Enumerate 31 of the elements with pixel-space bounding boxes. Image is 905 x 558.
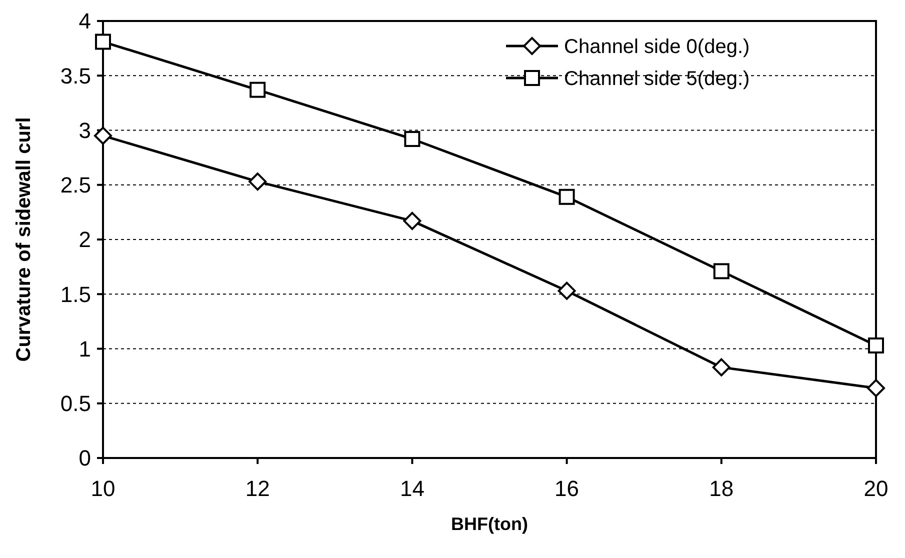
y-tick-label: 2.5 xyxy=(60,172,91,198)
y-tick-label: 3 xyxy=(78,118,91,143)
y-tick-label: 2 xyxy=(78,227,91,252)
legend-label: Channel side 5(deg.) xyxy=(564,68,750,90)
point xyxy=(558,282,576,300)
legend-label: Channel side 0(deg.) xyxy=(564,36,750,58)
point xyxy=(250,82,266,98)
y-tick-label: 1.5 xyxy=(60,282,91,307)
y-tick-label: 0 xyxy=(78,446,91,471)
y-axis-title: Curvature of sidewall curl xyxy=(13,117,35,362)
point xyxy=(868,337,884,354)
x-tick-label: 10 xyxy=(90,476,116,501)
x-tick-label: 12 xyxy=(245,476,270,501)
x-axis-title: BHF(ton) xyxy=(451,514,528,534)
x-tick-label: 14 xyxy=(400,476,424,501)
point xyxy=(867,379,885,398)
y-tick-label: 0.5 xyxy=(60,391,91,416)
point xyxy=(404,130,420,147)
x-tick-label: 16 xyxy=(554,476,580,501)
x-tick-label: 18 xyxy=(709,476,734,501)
y-tick-label: 4 xyxy=(78,8,91,34)
point xyxy=(403,212,422,230)
y-tick-label: 3.5 xyxy=(60,63,91,88)
point xyxy=(558,188,575,205)
y-tick-label: 1 xyxy=(78,336,91,362)
point xyxy=(248,172,267,191)
point xyxy=(713,263,730,280)
point xyxy=(94,126,112,145)
point xyxy=(712,358,730,376)
point xyxy=(95,34,111,50)
x-tick-label: 20 xyxy=(864,476,888,501)
